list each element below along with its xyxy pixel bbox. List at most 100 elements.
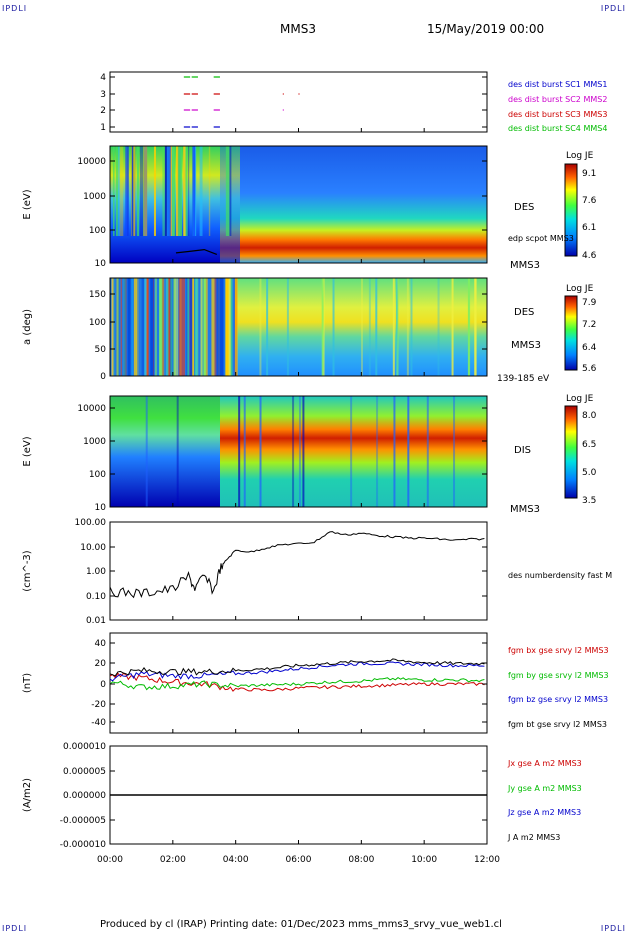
spectrogram-streak	[215, 278, 219, 376]
colorbar-tick: 7.9	[582, 298, 597, 308]
spectrogram-streak	[131, 146, 136, 236]
y-axis-label: (nT)	[22, 673, 33, 693]
spectrogram-streak	[375, 278, 378, 376]
legend-entry: des numberdensity fast M	[508, 571, 612, 580]
spectrogram-streak	[208, 146, 211, 236]
bfield-series-line	[110, 658, 485, 677]
sc-label: MMS3	[511, 340, 541, 351]
spectrogram-streak	[116, 278, 119, 376]
spectrogram-streak	[228, 278, 231, 376]
spectrogram-streak	[229, 146, 232, 236]
colorbar-title: Log JE	[566, 394, 594, 404]
spectrogram-streak	[410, 278, 413, 376]
spectrogram-streak	[392, 278, 395, 376]
spectrogram-streak	[243, 396, 246, 507]
dis-energy-streaks	[145, 396, 456, 507]
legend-entry: des dist burst SC4 MMS4	[508, 124, 607, 133]
y-tick-label: 0	[100, 680, 106, 690]
des-label: DES	[514, 202, 534, 213]
y-tick-label: 0.01	[86, 616, 106, 626]
spectrogram-streak	[160, 278, 163, 376]
spectrogram-streak	[350, 396, 353, 507]
spacecraft-title: MMS3	[280, 22, 316, 36]
spectrogram-streak	[176, 146, 179, 236]
footer-credit: Produced by cl (IRAP) Printing date: 01/…	[100, 919, 502, 930]
density-panel	[109, 521, 488, 621]
legend-entry: fgm by gse srvy l2 MMS3	[508, 671, 609, 680]
colorbar-tick: 4.6	[582, 251, 597, 261]
spectrogram-streak	[225, 278, 229, 376]
spectrogram-streak	[131, 278, 133, 376]
y-tick-label: 100	[89, 470, 106, 480]
legend-entry: Jx gse A m2 MMS3	[507, 759, 582, 768]
spectrogram-streak	[204, 278, 207, 376]
spectrogram-streak	[144, 278, 147, 376]
colorbar-tick: 5.6	[582, 364, 597, 374]
x-tick-label: 10:00	[411, 855, 437, 865]
spectrogram-streak	[118, 146, 121, 236]
coverage-panel	[109, 71, 488, 133]
y-tick-label: -40	[91, 718, 106, 728]
spectrogram-streak	[189, 278, 193, 376]
spectrogram-streak	[437, 278, 440, 376]
coverage-marks	[183, 76, 300, 128]
spectrogram-streak	[178, 146, 183, 236]
spectrogram-streak	[187, 278, 189, 376]
corner-tag-bottom-right: IPDLI	[600, 924, 626, 933]
y-tick-label: 50	[95, 345, 107, 355]
legend-entry: fgm bz gse srvy l2 MMS3	[508, 695, 608, 704]
spectrogram-streak	[259, 278, 262, 376]
spectrogram-streak	[220, 278, 224, 376]
spectrogram-streak	[170, 278, 172, 376]
spectrogram-streak	[217, 278, 221, 376]
des-energy-panel	[109, 145, 488, 264]
spectrogram-streak	[201, 278, 204, 376]
sc-label: MMS3	[510, 504, 540, 515]
spectrogram-streak	[235, 278, 238, 376]
spectrogram-streak	[286, 278, 289, 376]
y-axis-label: (A/m2)	[22, 778, 33, 812]
y-tick-label: 0.000010	[63, 742, 106, 752]
spectrogram-streak	[182, 278, 186, 376]
spectrogram-streak	[474, 278, 477, 376]
y-tick-label: 0.10	[86, 592, 106, 602]
spectrogram-streak	[474, 278, 477, 376]
spectrogram-streak	[406, 278, 409, 376]
spectrogram-streak	[150, 278, 155, 376]
spectrogram-streak	[132, 146, 134, 236]
colorbar-tick: 6.4	[582, 343, 597, 353]
spectrogram-streak	[205, 278, 208, 376]
colorbar-tick: 3.5	[582, 496, 596, 506]
spectrogram-streak	[188, 146, 190, 236]
y-axis-label: (cm^-3)	[22, 550, 33, 591]
legend-entry: Jy gse A m2 MMS3	[507, 784, 582, 793]
spectrogram-streak	[214, 278, 217, 376]
pitch-streaks	[110, 278, 487, 376]
spectrogram-streak	[451, 278, 454, 376]
y-tick-label: 1.00	[86, 567, 106, 577]
spectrogram-streak	[136, 278, 139, 376]
spectrogram-streak	[396, 278, 399, 376]
spectrogram-streak	[259, 396, 262, 507]
legend-entry: fgm bt gse srvy l2 MMS3	[508, 720, 607, 729]
spectrogram-streak	[176, 278, 179, 376]
des-energy-streaks	[113, 146, 232, 236]
y-axis-label: a (deg)	[22, 309, 33, 345]
current-panel	[109, 745, 488, 845]
spectrogram-streak	[173, 278, 176, 376]
legend-entry: J A m2 MMS3	[507, 833, 560, 842]
y-tick-label: 1000	[83, 192, 106, 202]
spectrogram-streak	[426, 396, 429, 507]
x-tick-label: 02:00	[160, 855, 186, 865]
spectrogram-streak	[145, 278, 149, 376]
spectrogram-streak	[183, 146, 186, 236]
y-tick-label: 0.000000	[63, 791, 106, 801]
des-pitch-panel	[109, 277, 488, 377]
spectrogram-streak	[139, 146, 144, 236]
spectrogram-streak	[115, 146, 119, 236]
corner-tag-bottom-left: IPDLI	[2, 924, 28, 933]
scpot-label: edp scpot MMS3	[508, 234, 574, 243]
spectrogram-streak	[123, 278, 126, 376]
spectrogram-streak	[172, 146, 176, 236]
y-tick-label: -0.000010	[60, 840, 106, 850]
